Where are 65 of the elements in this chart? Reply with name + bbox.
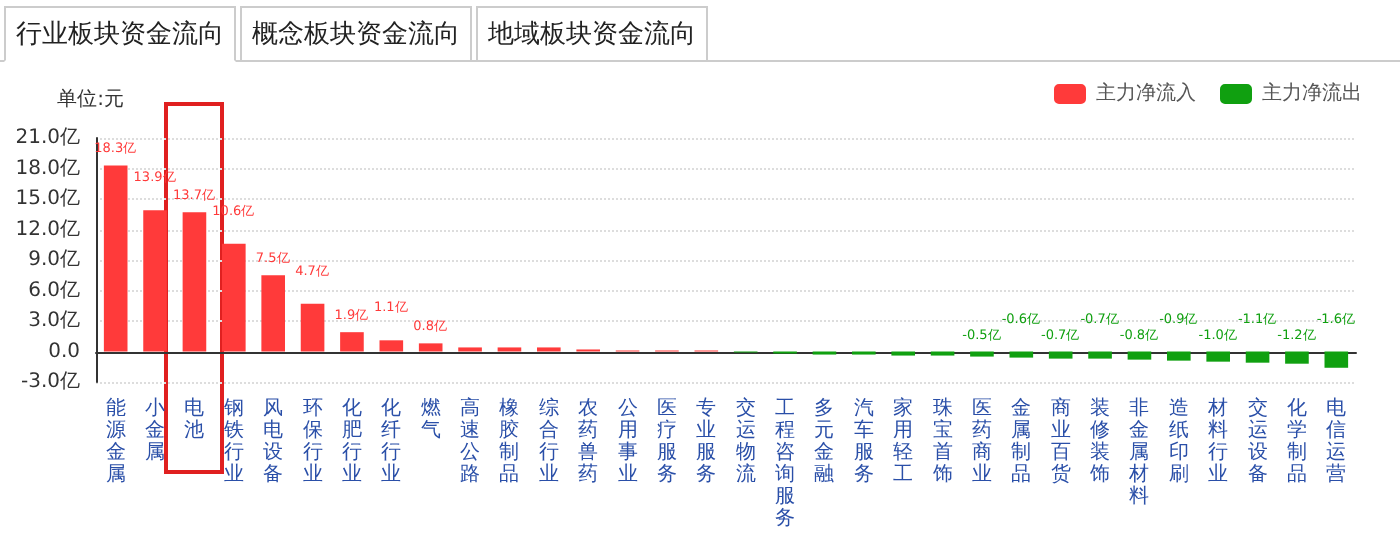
x-tick-label: 装修装饰 [1088, 396, 1111, 486]
bar [103, 165, 128, 352]
x-tick-label: 橡胶制品 [499, 396, 520, 486]
bar [1285, 351, 1309, 364]
legend-label: 主力净流入 [1096, 81, 1196, 105]
bar [222, 243, 246, 352]
bar [1048, 351, 1073, 359]
y-tick-label: 18.0亿 [15, 157, 80, 180]
x-tick-label: 商业百货 [1050, 396, 1071, 486]
text: 行业板块资金流向 [4, 6, 236, 62]
x-tick-label: 家用轻工 [893, 396, 914, 486]
text: 地域板块资金流向 [476, 6, 708, 62]
x-tick-label: 综合行业 [538, 396, 559, 486]
bar [1206, 351, 1230, 362]
bar [1127, 351, 1152, 360]
y-tick-label: 3.0亿 [28, 310, 80, 332]
x-tick-label: 汽车服务 [853, 396, 874, 486]
bar [261, 275, 285, 352]
x-tick-label: 工程咨询服务 [775, 398, 796, 530]
x-tick-label: 专业服务 [696, 396, 717, 486]
x-tick-label: 能源金属 [105, 396, 126, 486]
x-tick-label: 公用事业 [617, 396, 638, 486]
x-tick-label: 环保行业 [302, 398, 323, 486]
bar [1324, 351, 1349, 368]
x-tick-label: 造纸印刷 [1168, 396, 1189, 486]
x-tick-label: 多元金融 [814, 396, 835, 486]
x-tick-label: 材料行业 [1206, 396, 1229, 486]
bar [1245, 351, 1270, 363]
x-tick-label: 钢铁行业 [221, 398, 244, 486]
x-tick-label: 化纤行业 [381, 396, 402, 486]
bar [143, 210, 167, 352]
bar [1167, 351, 1191, 361]
y-tick-label: 21.0亿 [15, 127, 80, 149]
bar [1088, 351, 1112, 359]
text: 概念板块资金流向 [240, 6, 472, 62]
x-tick-label: 金属制品 [1011, 396, 1032, 486]
x-tick-label: 风电设备 [263, 398, 284, 486]
bar [340, 332, 364, 352]
y-tick-label: 0.0 [48, 340, 80, 363]
x-tick-label: 交运设备 [1247, 396, 1268, 486]
y-tick-label: 6.0亿 [28, 279, 80, 302]
legend-label: 主力净流出 [1262, 81, 1362, 105]
y-tick-label: 15.0亿 [15, 188, 80, 210]
bar [418, 343, 443, 352]
y-tick-label: -3.0亿 [20, 371, 80, 393]
x-tick-label: 电信运营 [1326, 396, 1347, 486]
x-tick-label: 医药商业 [971, 398, 992, 486]
x-tick-label: 医疗服务 [656, 398, 677, 486]
x-tick-label: 化肥行业 [341, 396, 362, 486]
x-tick-label: 非金属材料 [1127, 396, 1150, 508]
x-tick-label: 高速公路 [460, 396, 481, 486]
y-axis-title: 单位:元 [57, 87, 124, 111]
x-tick-label: 电池 [184, 396, 205, 442]
bar [182, 212, 207, 352]
y-tick-label: 9.0亿 [28, 249, 80, 271]
x-tick-label: 燃气 [420, 396, 441, 442]
bar [970, 351, 994, 357]
bar [1009, 351, 1034, 358]
x-tick-label: 化学制品 [1286, 396, 1307, 486]
bar [379, 340, 404, 352]
bar [300, 303, 325, 352]
x-tick-label: 交运物流 [735, 396, 756, 486]
y-tick-label: 12.0亿 [15, 218, 80, 241]
x-tick-label: 珠宝首饰 [930, 396, 953, 486]
x-tick-label: 农药兽药 [578, 398, 599, 486]
